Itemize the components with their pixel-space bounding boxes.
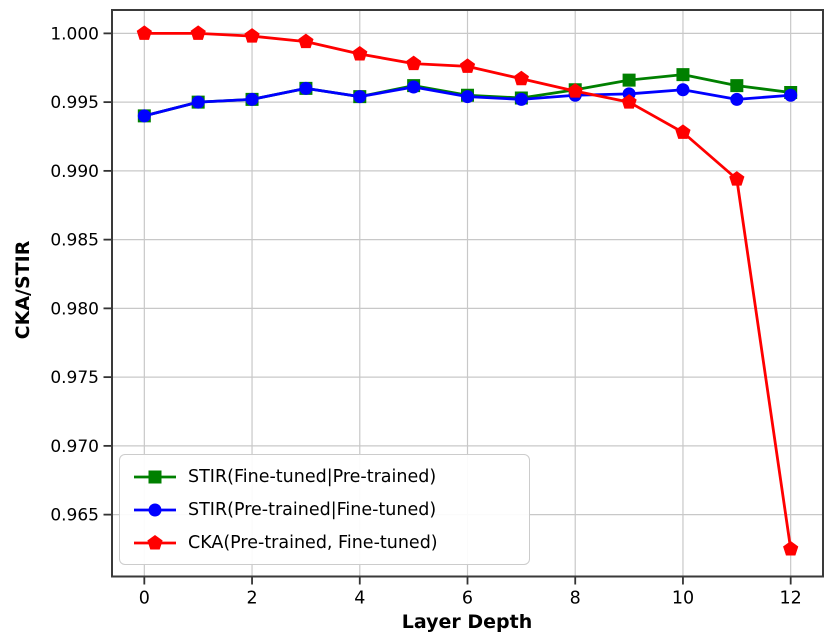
y-axis-label: CKA/STIR [12,240,34,340]
legend-label: STIR(Pre-trained|Fine-tuned) [188,499,437,520]
legend-sample-line [134,503,176,516]
y-tick-label: 0.995 [50,93,99,113]
circle-marker-icon [148,503,162,516]
legend-label: STIR(Fine-tuned|Pre-trained) [188,466,437,487]
x-tick-label: 4 [354,589,365,609]
circle-marker-icon [299,81,313,95]
square-marker-icon [676,68,690,82]
legend-sample-line [134,534,176,549]
square-marker-icon [622,73,636,87]
legend-item: STIR(Pre-trained|Fine-tuned) [133,500,521,520]
circle-marker-icon [245,92,259,106]
x-tick-label: 10 [672,589,694,609]
y-tick-label: 0.970 [50,437,99,457]
legend: STIR(Fine-tuned|Pre-trained) STIR(Pre-tra… [119,454,530,565]
pentagon-marker-icon [406,55,422,71]
y-tick-label: 0.980 [50,299,99,319]
pentagon-marker-icon [136,25,152,40]
circle-marker-icon [191,95,205,109]
legend-item: STIR(Fine-tuned|Pre-trained) [133,467,521,487]
pentagon-marker-icon [675,124,691,139]
circle-marker-icon [461,90,474,104]
y-tick-label: 0.965 [50,506,99,526]
series-markers-2 [136,25,799,556]
x-tick-label: 6 [462,589,473,609]
pentagon-marker-icon [729,171,745,186]
y-tick-label: 0.990 [50,162,99,182]
y-tick-label: 1.000 [50,24,99,44]
series-markers-1 [137,80,798,123]
legend-label: CKA(Pre-trained, Fine-tuned) [188,532,438,553]
circle-marker-icon [514,92,528,106]
pentagon-marker-icon [244,28,260,43]
x-tick-label: 8 [570,589,581,609]
x-tick-label: 0 [139,589,150,609]
plot-border [111,9,824,578]
x-tick-label: 2 [246,589,257,609]
circle-marker-icon [137,109,151,123]
square-marker-icon [730,79,744,93]
pentagon-marker-icon [621,94,637,109]
pentagon-marker-icon [513,70,529,86]
y-tick-label: 0.975 [50,368,99,388]
pentagon-marker-icon [147,534,163,549]
circle-marker-icon [353,90,367,104]
pentagon-marker-icon [459,58,476,73]
pentagon-marker-icon [190,25,206,40]
pentagon-marker-icon [783,541,799,556]
legend-sample-line [134,470,176,483]
pentagon-marker-icon [298,33,314,49]
circle-marker-icon [676,83,690,97]
circle-marker-icon [784,88,798,102]
circle-marker-icon [730,92,744,106]
square-marker-icon [148,470,162,483]
pentagon-marker-icon [567,83,583,98]
x-tick-label: 12 [780,589,802,609]
circle-marker-icon [407,80,421,94]
x-axis-label: Layer Depth [401,611,533,633]
pentagon-marker-icon [352,46,368,61]
y-tick-label: 0.985 [50,231,99,251]
legend-item: CKA(Pre-trained, Fine-tuned) [133,533,521,553]
